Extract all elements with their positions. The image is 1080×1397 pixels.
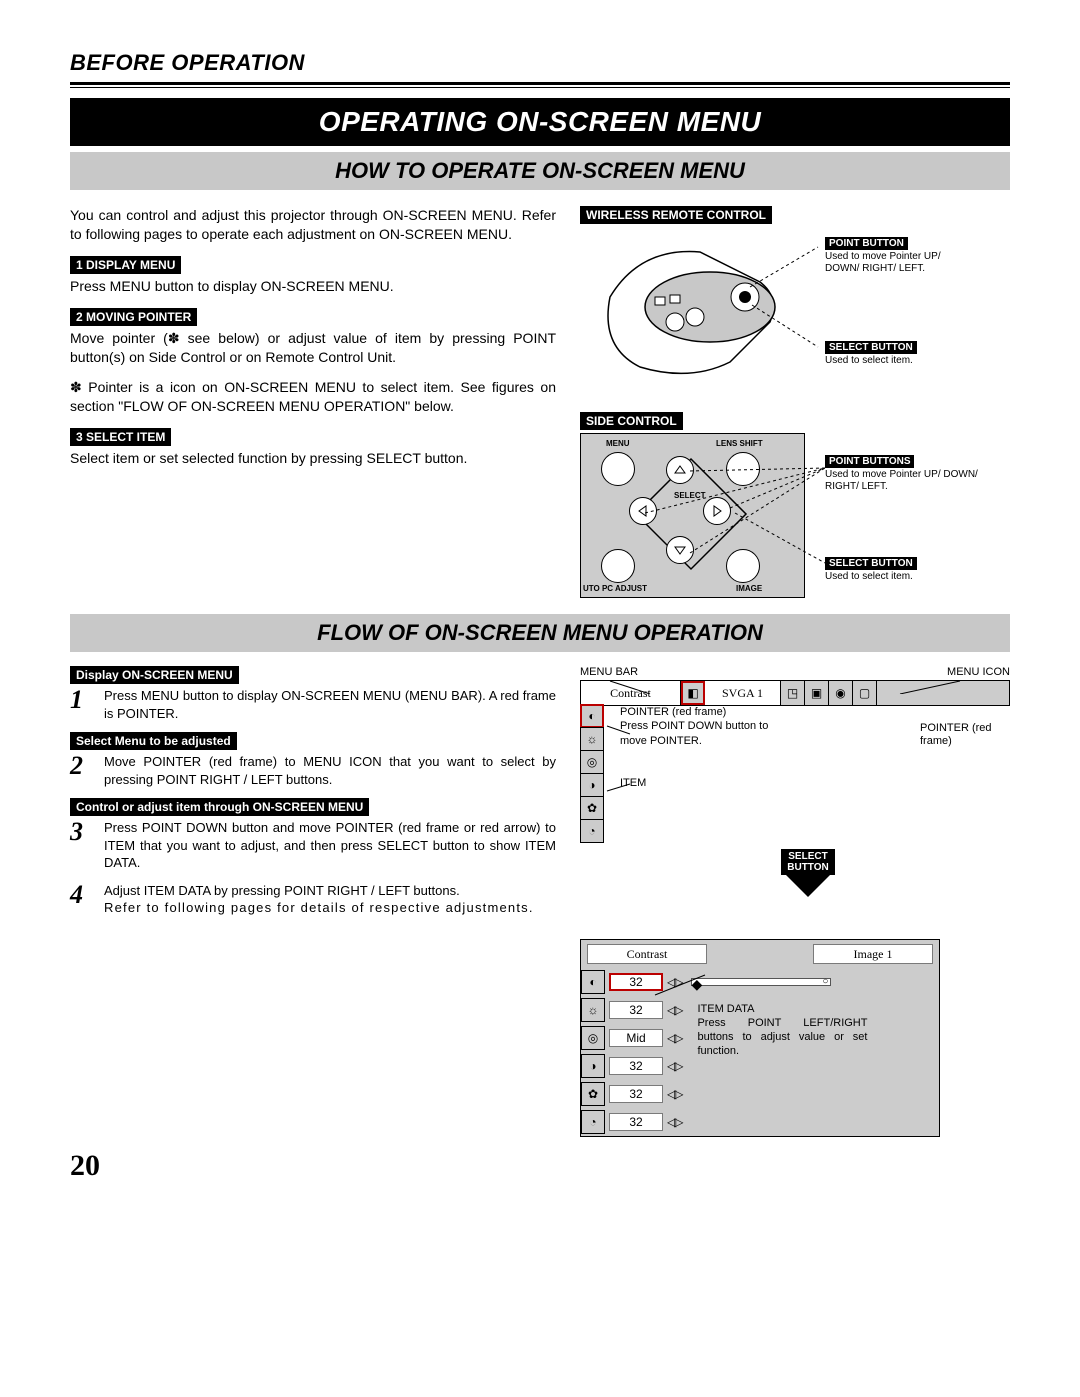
val-3: Mid bbox=[609, 1029, 663, 1047]
remote-heading: WIRELESS REMOTE CONTROL bbox=[580, 206, 772, 224]
side-control-panel: MENU LENS SHIFT SELECT UTO PC ADJUST IMA… bbox=[580, 433, 805, 598]
val-4: 32 bbox=[609, 1057, 663, 1075]
side-heading: SIDE CONTROL bbox=[580, 412, 683, 430]
step3-label: 3 SELECT ITEM bbox=[70, 428, 171, 446]
osd-icon-column: ◐ ☼ ◎ ◑ ✿ ◔ bbox=[580, 705, 604, 843]
point-right-button[interactable] bbox=[703, 497, 731, 525]
osd-icon-bright[interactable]: ☼ bbox=[580, 727, 604, 751]
itemdata-note: Press POINT LEFT/RIGHT buttons to adjust… bbox=[697, 1017, 867, 1058]
menu-button[interactable] bbox=[601, 452, 635, 486]
step-num-4: 4 bbox=[70, 882, 92, 917]
section1-heading: HOW TO OPERATE ON-SCREEN MENU bbox=[70, 152, 1010, 190]
p-icon-2[interactable]: ☼ bbox=[581, 998, 605, 1022]
step-num-1: 1 bbox=[70, 687, 92, 722]
side-point-label: POINT BUTTONS bbox=[825, 455, 914, 468]
lr-2[interactable]: ◁▷ bbox=[667, 1003, 681, 1017]
side-point-text: Used to move Pointer UP/ DOWN/ RIGHT/ LE… bbox=[825, 469, 985, 493]
step2-label: 2 MOVING POINTER bbox=[70, 308, 197, 326]
p-icon-3[interactable]: ◎ bbox=[581, 1026, 605, 1050]
sc-lens: LENS SHIFT bbox=[716, 439, 763, 448]
remote-point-text: Used to move Pointer UP/ DOWN/ RIGHT/ LE… bbox=[825, 251, 975, 275]
val-6: 32 bbox=[609, 1113, 663, 1131]
side-select-label: SELECT BUTTON bbox=[825, 557, 917, 570]
point-down-button[interactable] bbox=[666, 536, 694, 564]
osd-icon-color[interactable]: ◎ bbox=[580, 750, 604, 774]
p-icon-4[interactable]: ◑ bbox=[581, 1054, 605, 1078]
lr-6[interactable]: ◁▷ bbox=[667, 1115, 681, 1129]
step1-text: Press MENU button to display ON-SCREEN M… bbox=[70, 277, 556, 296]
remote-diagram: POINT BUTTON Used to move Pointer UP/ DO… bbox=[580, 227, 1010, 412]
rule-thin bbox=[70, 87, 1010, 88]
remote-point-label: POINT BUTTON bbox=[825, 237, 908, 250]
sc-autopc: UTO PC ADJUST bbox=[583, 584, 647, 593]
osd-icon-gamma[interactable]: ◔ bbox=[580, 819, 604, 843]
remote-illustration bbox=[580, 227, 820, 397]
p-icon-6[interactable]: ◔ bbox=[581, 1110, 605, 1134]
title-bar: OPERATING ON-SCREEN MENU bbox=[70, 98, 1010, 146]
flow-step3: Press POINT DOWN button and move POINTER… bbox=[104, 819, 556, 872]
remote-select-text: Used to select item. bbox=[825, 355, 975, 367]
osd-icon-sharp[interactable]: ✿ bbox=[580, 796, 604, 820]
p-icon-1[interactable]: ◐ bbox=[581, 970, 605, 994]
page-header: BEFORE OPERATION bbox=[70, 50, 1010, 76]
flow-step4: Adjust ITEM DATA by pressing POINT RIGHT… bbox=[104, 882, 556, 917]
contrast-field: Contrast bbox=[587, 944, 707, 964]
sc-menu: MENU bbox=[606, 439, 630, 448]
item-leaders bbox=[602, 716, 672, 796]
sub1: Display ON-SCREEN MENU bbox=[70, 666, 239, 684]
step1-label: 1 DISPLAY MENU bbox=[70, 256, 181, 274]
point-left-button[interactable] bbox=[629, 497, 657, 525]
arrow-down-icon bbox=[786, 875, 830, 897]
lr-4[interactable]: ◁▷ bbox=[667, 1059, 681, 1073]
sc-image: IMAGE bbox=[736, 584, 762, 593]
slider-end-icon: ○ bbox=[822, 976, 828, 987]
lr-5[interactable]: ◁▷ bbox=[667, 1087, 681, 1101]
flow-step1: Press MENU button to display ON-SCREEN M… bbox=[104, 687, 556, 722]
autopc-button[interactable] bbox=[601, 549, 635, 583]
flow-step2: Move POINTER (red frame) to MENU ICON th… bbox=[104, 753, 556, 788]
item-data-panel: Contrast Image 1 ◐ 32 ◁▷ ◆ ○ ☼ 32 ◁▷ ITE… bbox=[580, 939, 940, 1137]
point-up-button[interactable] bbox=[666, 456, 694, 484]
pointer-note: ✽ Pointer is a icon on ON-SCREEN MENU to… bbox=[70, 378, 556, 416]
step3-text: Select item or set selected function by … bbox=[70, 449, 556, 468]
itemdata-label: ITEM DATA bbox=[697, 1003, 857, 1017]
intro-text: You can control and adjust this projecto… bbox=[70, 206, 556, 244]
step-num-2: 2 bbox=[70, 753, 92, 788]
itemdata-leader bbox=[645, 965, 745, 1005]
page-number: 20 bbox=[70, 1149, 1010, 1183]
lr-3[interactable]: ◁▷ bbox=[667, 1031, 681, 1045]
side-select-text: Used to select item. bbox=[825, 571, 985, 583]
image1-field: Image 1 bbox=[813, 944, 933, 964]
rule-thick bbox=[70, 82, 1010, 85]
sub3: Control or adjust item through ON-SCREEN… bbox=[70, 798, 369, 816]
pointer-right-label: POINTER (red frame) bbox=[920, 722, 992, 747]
val-5: 32 bbox=[609, 1085, 663, 1103]
p-icon-5[interactable]: ✿ bbox=[581, 1082, 605, 1106]
step-num-3: 3 bbox=[70, 819, 92, 872]
osd-icon-tint[interactable]: ◑ bbox=[580, 773, 604, 797]
sub2: Select Menu to be adjusted bbox=[70, 732, 237, 750]
menubar-leaders bbox=[580, 676, 1010, 694]
step2-text: Move pointer (✽ see below) or adjust val… bbox=[70, 329, 556, 367]
select-btn-label: SELECTBUTTON bbox=[781, 849, 834, 875]
section2-heading: FLOW OF ON-SCREEN MENU OPERATION bbox=[70, 614, 1010, 652]
remote-select-label: SELECT BUTTON bbox=[825, 341, 917, 354]
osd-icon-contrast[interactable]: ◐ bbox=[580, 704, 604, 728]
